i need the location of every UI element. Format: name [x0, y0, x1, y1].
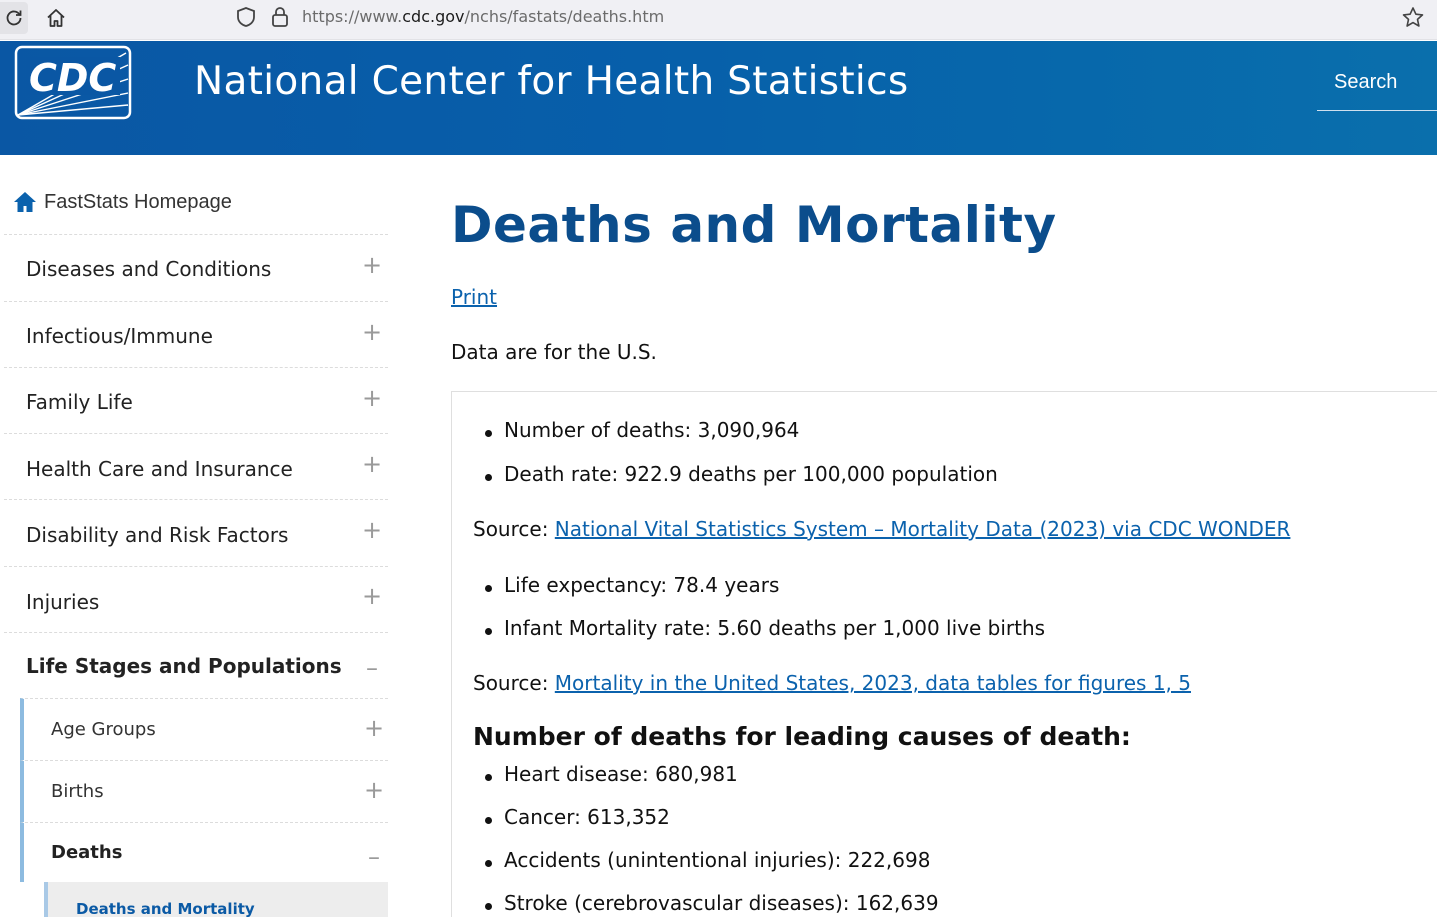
search-button[interactable]: Search	[1317, 63, 1437, 111]
sidebar-current-page[interactable]: Deaths and Mortality	[44, 882, 388, 917]
faststats-home-link[interactable]: FastStats Homepage	[12, 189, 232, 215]
star-icon[interactable]	[1400, 5, 1426, 31]
sidebar-item-label: Family Life	[26, 390, 133, 414]
url-domain: cdc.gov	[402, 7, 465, 26]
bullet	[483, 579, 497, 593]
mortality-report-link[interactable]: Mortality in the United States, 2023, da…	[554, 671, 1191, 695]
sidebar-item-label: Disability and Risk Factors	[26, 523, 289, 547]
reload-icon[interactable]	[0, 2, 28, 34]
stats-card	[451, 391, 1437, 917]
url-prefix: https://www.	[302, 7, 403, 26]
logo-text: CDC	[29, 56, 116, 100]
plus-icon[interactable]: +	[362, 516, 383, 544]
source-line: Source: National Vital Statistics System…	[473, 517, 1290, 541]
bullet	[483, 854, 497, 868]
plus-icon[interactable]: +	[362, 251, 383, 279]
bullet	[483, 811, 497, 825]
sidebar-item-injuries[interactable]: Injuries +	[4, 566, 388, 632]
sidebar-item-health-care[interactable]: Health Care and Insurance +	[4, 433, 388, 499]
list-item: Cancer: 613,352	[504, 805, 670, 829]
faststats-home-label: FastStats Homepage	[44, 190, 232, 213]
sidebar-subitem-label: Births	[51, 781, 104, 802]
sidebar-subitem-births[interactable]: Births +	[20, 760, 388, 822]
causes-heading: Number of deaths for leading causes of d…	[473, 722, 1131, 751]
plus-icon[interactable]: +	[364, 776, 385, 804]
url-text[interactable]: https://www.cdc.gov/nchs/fastats/deaths.…	[302, 7, 664, 26]
page-title: Deaths and Mortality	[451, 196, 1057, 254]
bullet	[483, 424, 497, 438]
list-item: Life expectancy: 78.4 years	[504, 573, 780, 597]
list-item: Infant Mortality rate: 5.60 deaths per 1…	[504, 616, 1046, 640]
sidebar-item-disability[interactable]: Disability and Risk Factors +	[4, 499, 388, 566]
bullet	[483, 768, 497, 782]
plus-icon[interactable]: +	[362, 450, 383, 478]
list-item: Accidents (unintentional injuries): 222,…	[504, 848, 931, 872]
plus-icon[interactable]: +	[362, 582, 383, 610]
sidebar-item-label: Injuries	[26, 590, 100, 614]
home-icon[interactable]	[40, 2, 72, 34]
sidebar-item-label: Diseases and Conditions	[26, 257, 272, 281]
sidebar-item-label: Health Care and Insurance	[26, 457, 293, 481]
sidebar-item-label: Life Stages and Populations	[26, 654, 342, 678]
sidebar-item-label: Infectious/Immune	[26, 324, 213, 348]
browser-toolbar: https://www.cdc.gov/nchs/fastats/deaths.…	[0, 0, 1437, 40]
sidebar-item-family-life[interactable]: Family Life +	[4, 367, 388, 433]
current-page-label: Deaths and Mortality	[76, 900, 255, 917]
source-prefix: Source:	[473, 671, 555, 695]
plus-icon[interactable]: +	[364, 714, 385, 742]
lock-icon[interactable]	[268, 5, 292, 29]
address-bar[interactable]	[226, 1, 1437, 36]
plus-icon[interactable]: +	[362, 384, 383, 412]
sidebar-subitem-deaths[interactable]: Deaths –	[20, 822, 388, 882]
sidebar-item-diseases[interactable]: Diseases and Conditions +	[4, 234, 388, 301]
sidebar-item-life-stages[interactable]: Life Stages and Populations –	[4, 632, 388, 698]
bullet	[483, 622, 497, 636]
minus-icon[interactable]: –	[368, 843, 380, 871]
nvss-wonder-link[interactable]: National Vital Statistics System – Morta…	[554, 517, 1291, 541]
sidebar-subitem-age-groups[interactable]: Age Groups +	[20, 698, 388, 760]
url-path: /nchs/fastats/deaths.htm	[464, 7, 665, 26]
site-header: CDC National Center for Health Statistic…	[0, 41, 1437, 155]
source-prefix: Source:	[473, 517, 555, 541]
sidebar-subitem-label: Deaths	[51, 842, 123, 863]
list-item: Death rate: 922.9 deaths per 100,000 pop…	[504, 462, 998, 486]
shield-icon[interactable]	[234, 5, 258, 29]
bullet	[483, 468, 497, 482]
sidebar-subitem-label: Age Groups	[51, 719, 156, 740]
list-item: Heart disease: 680,981	[504, 762, 738, 786]
list-item: Number of deaths: 3,090,964	[504, 418, 800, 442]
site-title[interactable]: National Center for Health Statistics	[194, 59, 909, 104]
minus-icon[interactable]: –	[366, 654, 378, 682]
list-item: Stroke (cerebrovascular diseases): 162,6…	[504, 891, 939, 915]
house-icon	[14, 192, 36, 212]
bullet	[483, 897, 497, 911]
sidebar-nav: FastStats Homepage Diseases and Conditio…	[0, 155, 390, 917]
plus-icon[interactable]: +	[362, 318, 383, 346]
print-link[interactable]: Print	[451, 285, 498, 309]
sidebar-item-infectious[interactable]: Infectious/Immune +	[4, 301, 388, 367]
intro-text: Data are for the U.S.	[451, 340, 657, 364]
source-line: Source: Mortality in the United States, …	[473, 671, 1191, 695]
cdc-logo[interactable]: CDC	[14, 45, 132, 120]
